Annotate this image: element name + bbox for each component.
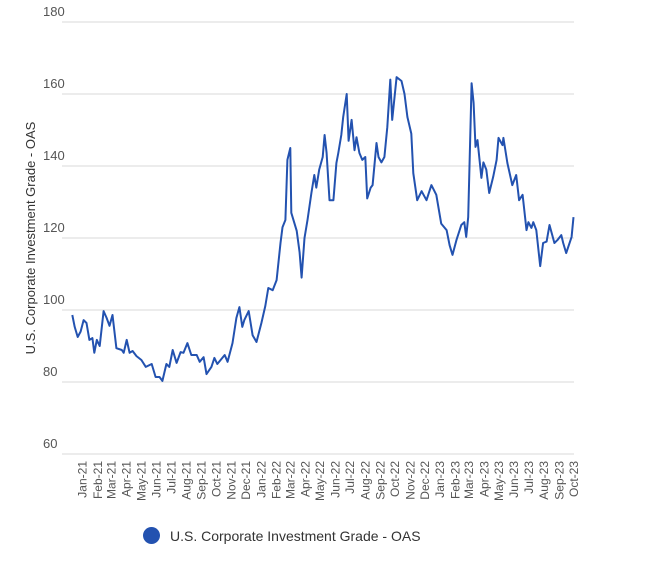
x-tick-label: Nov-22 [403, 461, 417, 500]
x-tick-label: Aug-23 [537, 461, 551, 500]
x-tick-label: Dec-21 [239, 461, 253, 500]
x-tick-label: May-21 [134, 461, 148, 501]
legend[interactable]: U.S. Corporate Investment Grade - OAS [143, 527, 421, 544]
legend-marker-icon [143, 527, 160, 544]
x-tick-label: Feb-23 [448, 461, 462, 499]
y-tick-label: 160 [43, 76, 65, 91]
x-tick-label: Apr-23 [477, 461, 491, 497]
y-tick-label: 60 [43, 436, 57, 451]
x-tick-label: Sep-23 [552, 461, 566, 500]
x-tick-label: Jul-21 [164, 461, 178, 494]
x-tick-label: Jan-23 [433, 461, 447, 498]
y-tick-label: 80 [43, 364, 57, 379]
x-tick-label: Nov-21 [225, 461, 239, 500]
x-tick-label: Mar-21 [104, 461, 118, 499]
x-tick-label: Jan-21 [76, 461, 90, 498]
x-tick-label: Aug-22 [358, 461, 372, 500]
x-tick-label: Oct-22 [388, 461, 402, 497]
series-lines [71, 76, 575, 382]
x-tick-label: Oct-21 [209, 461, 223, 497]
x-tick-label: Apr-22 [299, 461, 313, 497]
x-tick-label: Mar-22 [283, 461, 297, 499]
y-axis-ticks: 60 80 100 120 140 160 180 [43, 4, 65, 451]
x-tick-label: Jun-23 [507, 461, 521, 498]
x-tick-label: Jan-22 [254, 461, 268, 498]
x-tick-label: Mar-23 [462, 461, 476, 499]
x-tick-label: Aug-21 [179, 461, 193, 500]
y-tick-label: 100 [43, 292, 65, 307]
x-tick-label: Jun-21 [150, 461, 164, 498]
y-axis-label: U.S. Corporate Investment Grade - OAS [23, 121, 38, 354]
gridlines [62, 21, 574, 455]
x-tick-label: Sep-22 [373, 461, 387, 500]
series-line [71, 76, 575, 382]
x-tick-label: Feb-22 [270, 461, 284, 499]
x-tick-label: Feb-21 [91, 461, 105, 499]
x-axis-ticks: Jan-21 Feb-21 Mar-21 Apr-21 May-21 Jun-21 Jul-… [76, 461, 581, 501]
legend-label: U.S. Corporate Investment Grade - OAS [170, 527, 421, 544]
x-tick-label: Apr-21 [120, 461, 134, 497]
x-tick-label: Dec-22 [418, 461, 432, 500]
x-tick-label: May-22 [313, 461, 327, 501]
y-tick-label: 140 [43, 148, 65, 163]
x-tick-label: Jul-22 [343, 461, 357, 494]
x-tick-label: Jun-22 [328, 461, 342, 498]
y-tick-label: 180 [43, 4, 65, 19]
x-tick-label: Oct-23 [567, 461, 581, 497]
x-tick-label: Sep-21 [195, 461, 209, 500]
y-tick-label: 120 [43, 220, 65, 235]
x-tick-label: Jul-23 [522, 461, 536, 494]
x-tick-label: May-23 [492, 461, 506, 501]
